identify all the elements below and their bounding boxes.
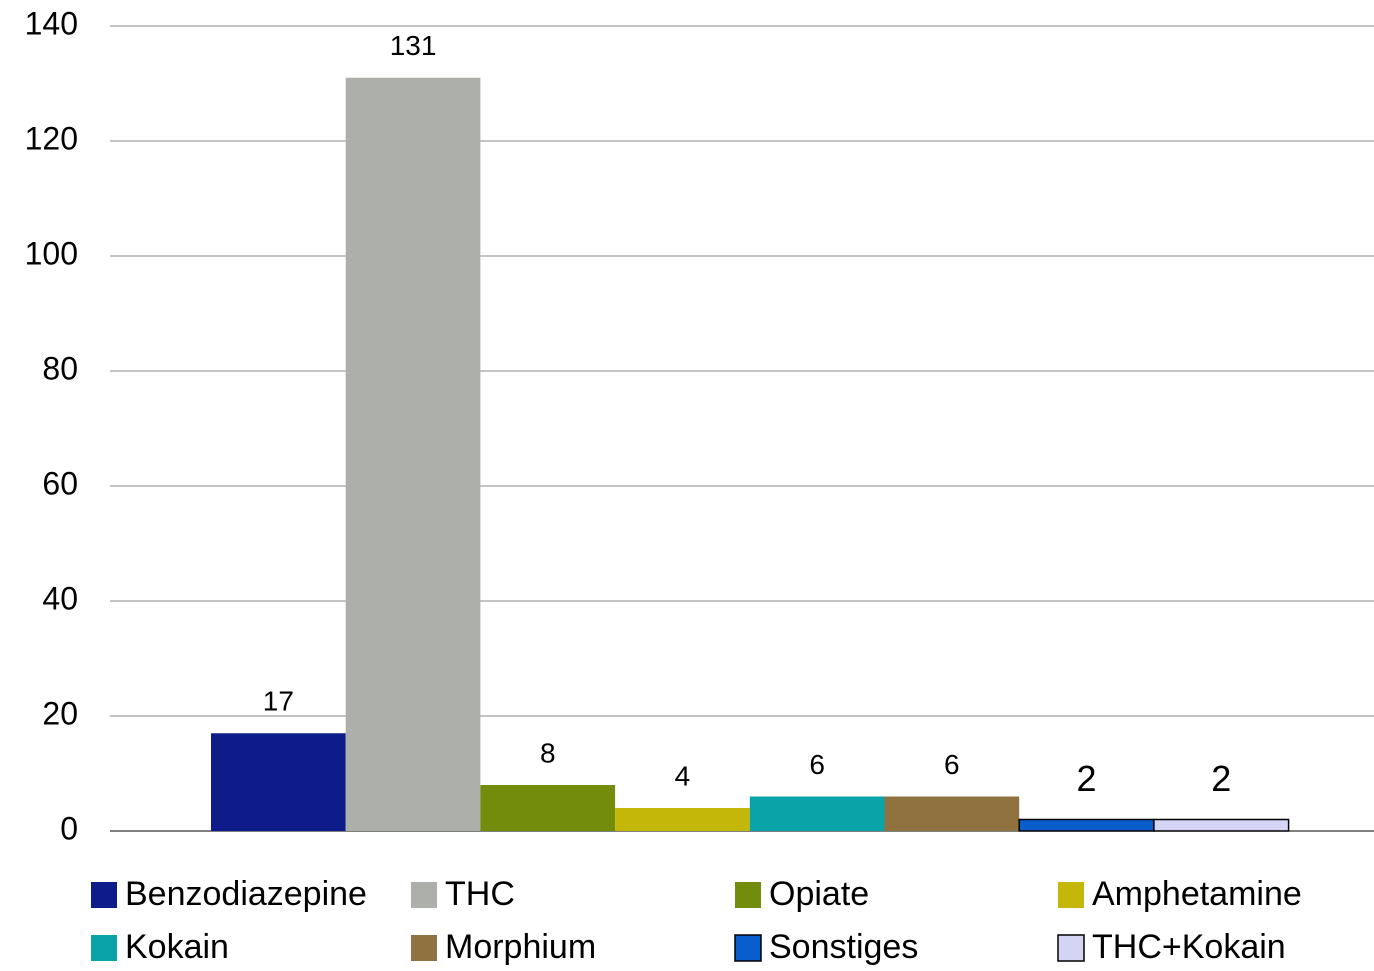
y-tick-label: 120 <box>25 120 78 156</box>
legend-swatch <box>1057 934 1085 962</box>
bar <box>211 733 346 831</box>
y-tick-label: 140 <box>25 5 78 41</box>
legend-label: Sonstiges <box>769 928 918 966</box>
legend-label: THC+Kokain <box>1092 928 1286 966</box>
legend-label: Opiate <box>769 875 869 913</box>
y-tick-label: 80 <box>42 350 78 386</box>
bar <box>1153 818 1290 832</box>
y-tick-label: 0 <box>60 810 78 846</box>
legend-label: THC <box>445 875 515 913</box>
legend-swatch <box>411 935 437 961</box>
value-label: 131 <box>390 30 437 61</box>
bar <box>480 785 616 831</box>
value-label: 2 <box>1077 758 1097 799</box>
value-label: 17 <box>263 686 294 717</box>
y-tick-label: 100 <box>25 235 78 271</box>
bar <box>749 796 885 831</box>
y-tick-label: 40 <box>42 580 78 616</box>
legend-label: Morphium <box>445 928 596 966</box>
legend-swatch <box>91 882 117 908</box>
bar <box>345 77 481 831</box>
legend-label: Amphetamine <box>1092 875 1302 913</box>
legend-label: Benzodiazepine <box>125 875 367 913</box>
legend-swatch <box>91 935 117 961</box>
legend-swatch <box>1058 882 1084 908</box>
bar <box>1018 818 1155 832</box>
bar <box>615 808 750 831</box>
value-label: 6 <box>809 749 825 780</box>
legend-swatch <box>411 882 437 908</box>
value-label: 8 <box>540 737 556 768</box>
y-tick-label: 20 <box>42 695 78 731</box>
y-tick-label: 60 <box>42 465 78 501</box>
value-label: 4 <box>675 760 691 791</box>
legend-swatch <box>734 934 762 962</box>
legend-swatch <box>735 882 761 908</box>
value-label: 2 <box>1211 758 1231 799</box>
legend-label: Kokain <box>125 928 229 966</box>
bar <box>884 796 1020 831</box>
value-label: 6 <box>944 749 960 780</box>
